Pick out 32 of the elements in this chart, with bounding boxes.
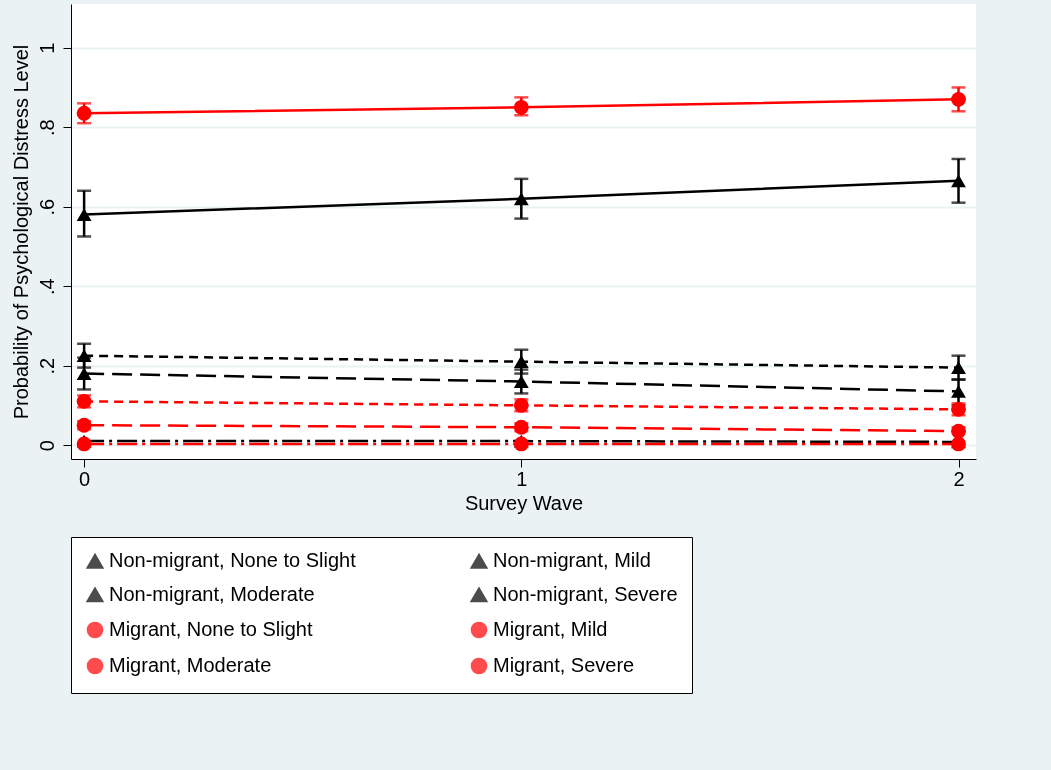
point xyxy=(513,436,529,452)
legend-label: Non-migrant, Mild xyxy=(493,549,651,572)
legend-label: Non-migrant, Moderate xyxy=(109,583,315,605)
x-tick-label: 0 xyxy=(79,467,91,490)
legend-label: Migrant, Severe xyxy=(493,654,635,676)
point xyxy=(951,174,966,188)
point xyxy=(76,208,92,222)
legend-label: Migrant, Moderate xyxy=(109,654,272,676)
y-tick-label: .2 xyxy=(35,357,58,375)
x-tick-label: 1 xyxy=(516,467,528,490)
legend-label: Non-migrant, Severe xyxy=(493,583,678,605)
legend-label: Migrant, Mild xyxy=(493,618,608,640)
point xyxy=(513,355,529,369)
point xyxy=(951,361,966,375)
y-tick-label: .8 xyxy=(35,119,58,137)
y-axis-title: Probability of Psychological Distress Level xyxy=(9,44,32,420)
legend-label: Migrant, None to Slight xyxy=(109,618,313,640)
point xyxy=(76,436,92,452)
y-tick-label: .6 xyxy=(35,198,58,216)
point xyxy=(76,105,92,121)
x-tick-label: 2 xyxy=(953,467,965,490)
y-tick-label: 0 xyxy=(35,440,58,452)
point xyxy=(951,385,966,398)
y-tick-label: .4 xyxy=(35,278,58,295)
x-axis-title: Survey Wave xyxy=(464,491,584,514)
point xyxy=(951,91,966,107)
point xyxy=(513,192,529,206)
point xyxy=(76,367,92,380)
point xyxy=(76,349,92,363)
y-tick-label: 1 xyxy=(35,42,58,54)
point xyxy=(513,375,529,388)
legend-label: Non-migrant, None to Slight xyxy=(109,549,357,572)
